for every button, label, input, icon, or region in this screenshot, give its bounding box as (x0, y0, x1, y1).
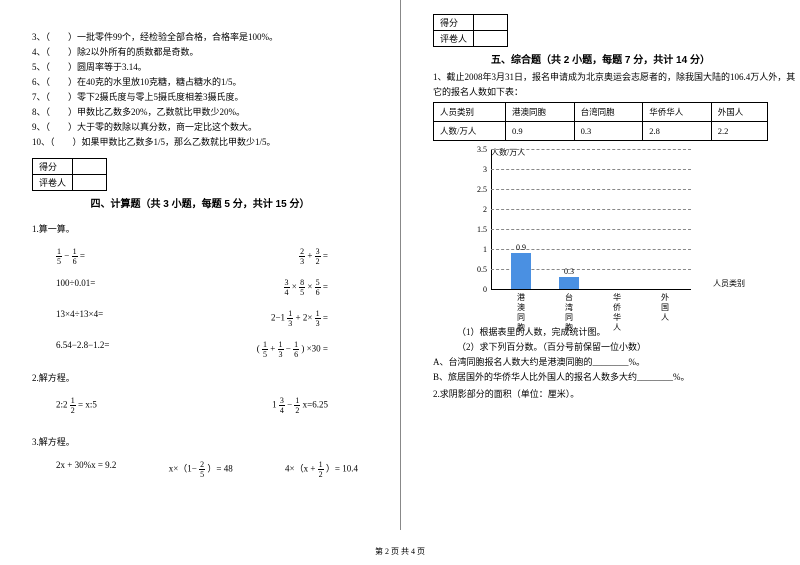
formula: 6.54−2.8−1.2= (56, 340, 109, 359)
grader-label: 评卷人 (33, 175, 73, 191)
bar (511, 253, 531, 289)
q2-text: 2.求阴影部分的面积（单位：厘米）。 (433, 387, 768, 400)
formula: 2−1 13 + 2× 13 = (271, 309, 328, 328)
bar (559, 277, 579, 289)
eq3-b: x×（1− 25 ）= 48 (169, 460, 233, 479)
q1-label: 1.算一算。 (32, 222, 368, 235)
q1-intro-a: 1、截止2008年3月31日，报名申请成为北京奥运会志愿者的，除我国大陆的106… (433, 70, 768, 83)
right-column: 得分 评卷人 五、综合题（共 2 小题，每题 7 分，共计 14 分） 1、截止… (400, 0, 800, 530)
tf-item: 8、（ ）甲数比乙数多20%，乙数就比甲数少20%。 (32, 105, 368, 118)
tf-item: 4、（ ）除2以外所有的质数都是奇数。 (32, 45, 368, 58)
tf-item: 9、（ ）大于零的数除以真分数，商一定比这个数大。 (32, 120, 368, 133)
tf-item: 7、（ ）零下2摄氏度与零上5摄氏度相差3摄氏度。 (32, 90, 368, 103)
bar-chart: 人数/万人 人员类别 00.511.522.533.5 0.90.3 港澳同胞台… (469, 149, 709, 319)
formula: 23 + 32 = (299, 247, 328, 266)
q3-label: 3.解方程。 (32, 435, 368, 448)
formula: 34 × 85 × 56 = (284, 278, 328, 297)
data-table: 人员类别港澳同胞台湾同胞华侨华人外国人 人数/万人0.90.32.82.2 (433, 102, 768, 141)
score-box-r: 得分 评卷人 (433, 14, 768, 47)
left-column: 3、（ ）一批零件99个，经检验全部合格，合格率是100%。 4、（ ）除2以外所… (0, 0, 400, 530)
q1-intro-b: 它的报名人数如下表： (433, 85, 768, 98)
formula: ( 15 + 13 − 16 ) ×30 = (257, 340, 328, 359)
tf-item: 6、（ ）在40克的水里放10克糖，糖占糖水的1/5。 (32, 75, 368, 88)
eq2-l: 2:2 12 = x:5 (56, 396, 97, 415)
tf-item: 10、（ ）如果甲数比乙数多1/5，那么乙数就比甲数少1/5。 (32, 135, 368, 148)
score-box: 得分 评卷人 (32, 158, 368, 191)
sub-c: A、台湾同胞报名人数大约是港澳同胞的________%。 (433, 355, 768, 368)
score-label: 得分 (33, 159, 73, 175)
eq3-a: 2x + 30%x = 9.2 (56, 460, 116, 479)
section-4-title: 四、计算题（共 3 小题，每题 5 分，共计 15 分） (32, 195, 368, 210)
q2-label: 2.解方程。 (32, 371, 368, 384)
sub-b: （2）求下列百分数。（百分号前保留一位小数） (433, 340, 768, 353)
section-5-title: 五、综合题（共 2 小题，每题 7 分，共计 14 分） (433, 51, 768, 66)
page-footer: 第 2 页 共 4 页 (0, 546, 800, 557)
formula: 15 − 16 = (56, 247, 85, 266)
sub-a: （1）根据表里的人数，完成统计图。 (433, 325, 768, 338)
sub-d: B、旅居国外的华侨华人比外国人的报名人数多大约________%。 (433, 370, 768, 383)
eq2-r: 1 34 − 12 x=6.25 (272, 396, 328, 415)
tf-item: 5、（ ）圆周率等于3.14。 (32, 60, 368, 73)
eq3-c: 4×（x + 12 ）= 10.4 (285, 460, 358, 479)
tf-item: 3、（ ）一批零件99个，经检验全部合格，合格率是100%。 (32, 30, 368, 43)
formula: 100÷0.01= (56, 278, 95, 297)
formula: 13×4÷13×4= (56, 309, 103, 328)
x-axis-title: 人员类别 (713, 278, 745, 289)
